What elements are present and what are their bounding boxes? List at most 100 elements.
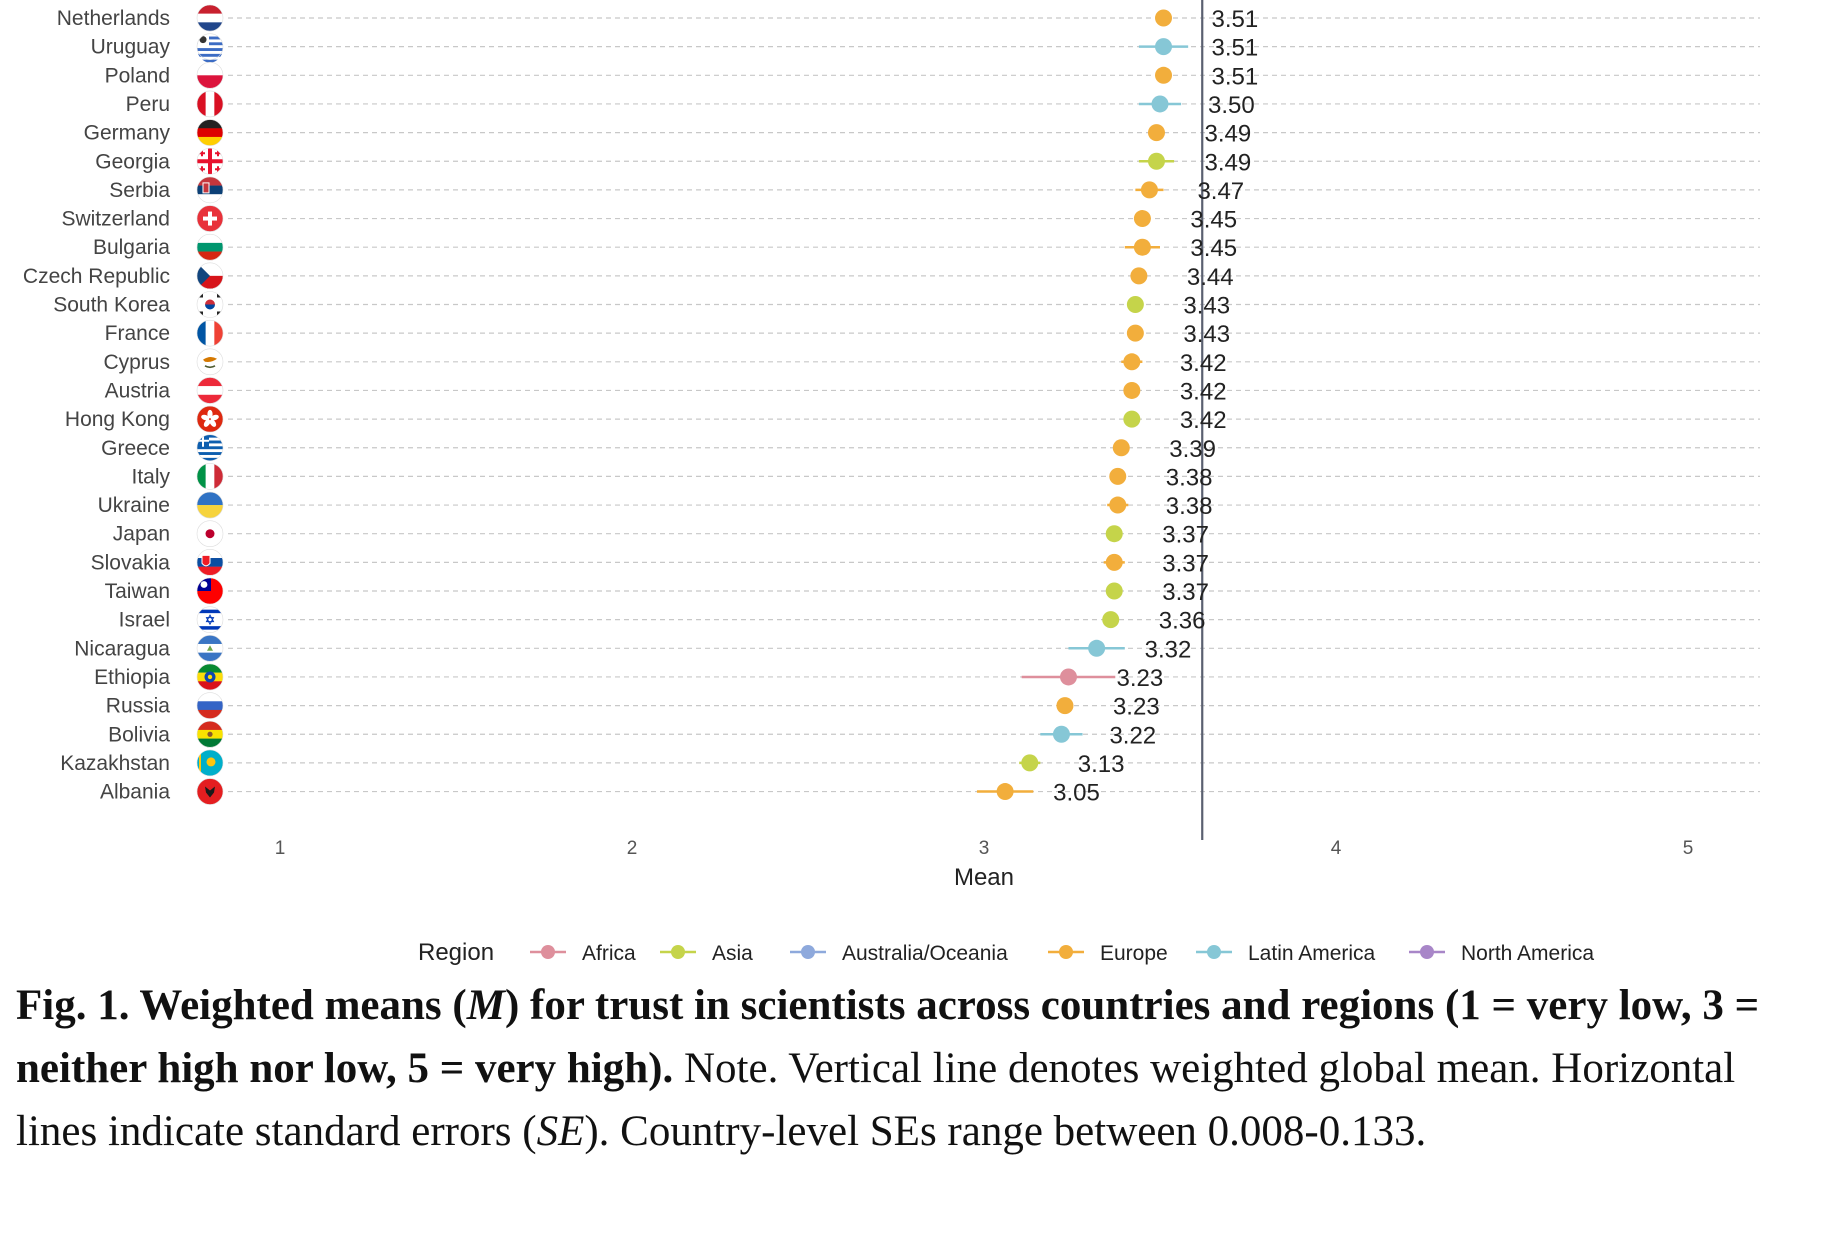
point-bulgaria — [1133, 238, 1151, 256]
point-serbia — [1140, 181, 1158, 199]
country-label-hong-kong: Hong Kong — [65, 408, 170, 431]
point-nicaragua — [1088, 639, 1106, 657]
caption-fig-label: Fig. 1. Weighted means ( — [16, 982, 467, 1029]
point-switzerland — [1133, 210, 1151, 228]
value-label-ethiopia: 3.23 — [1116, 665, 1163, 692]
dot-plot-chart: Netherlands Uruguay Poland Peru Germany Georg… — [23, 0, 1760, 966]
value-label-nicaragua: 3.32 — [1145, 636, 1192, 663]
value-label-taiwan: 3.37 — [1162, 579, 1209, 606]
south-korea-flag-icon — [196, 291, 224, 318]
country-label-switzerland: Switzerland — [61, 208, 170, 231]
x-tick-4: 4 — [1331, 838, 1342, 859]
georgia-flag-icon — [196, 147, 224, 175]
netherlands-flag-icon — [196, 4, 224, 32]
country-label-ukraine: Ukraine — [98, 494, 170, 517]
point-ukraine — [1109, 496, 1127, 514]
caption-m-symbol: M — [466, 982, 505, 1029]
legend-label-africa: Africa — [582, 942, 636, 965]
point-taiwan — [1105, 582, 1123, 600]
uruguay-flag-icon — [196, 33, 224, 63]
ukraine-flag-icon — [196, 491, 224, 519]
value-label-slovakia: 3.37 — [1162, 550, 1209, 577]
bulgaria-flag-icon — [196, 233, 224, 261]
grid-lines — [228, 17, 1760, 793]
value-label-poland: 3.51 — [1212, 63, 1259, 90]
figure-caption: Fig. 1. Weighted means (M) for trust in … — [16, 974, 1816, 1163]
value-label-uruguay: 3.51 — [1212, 35, 1259, 62]
france-flag-icon — [196, 319, 224, 347]
point-uruguay — [1155, 38, 1173, 56]
country-label-nicaragua: Nicaragua — [74, 637, 170, 660]
country-label-slovakia: Slovakia — [91, 551, 171, 574]
value-label-israel: 3.36 — [1159, 608, 1206, 635]
slovakia-flag-icon — [196, 549, 224, 576]
ethiopia-flag-icon — [196, 663, 224, 691]
albania-flag-icon — [196, 778, 224, 805]
value-label-peru: 3.50 — [1208, 92, 1255, 119]
cyprus-flag-icon — [196, 348, 224, 376]
point-kazakhstan — [1021, 754, 1039, 772]
caption-note-prefix: Note. Vertical line denotes weighted glo… — [16, 1045, 1736, 1155]
legend-key-north-america — [1409, 945, 1445, 959]
point-czech-republic — [1130, 267, 1148, 285]
value-label-japan: 3.37 — [1162, 522, 1209, 549]
country-label-peru: Peru — [126, 93, 170, 116]
value-label-czech-republic: 3.44 — [1187, 264, 1234, 291]
country-label-ethiopia: Ethiopia — [94, 666, 170, 689]
value-label-ukraine: 3.38 — [1166, 493, 1213, 520]
germany-flag-icon — [196, 119, 224, 146]
kazakhstan-flag-icon — [196, 749, 224, 777]
russia-flag-icon — [196, 692, 224, 719]
data-points — [996, 9, 1173, 801]
country-label-france: France — [105, 322, 170, 345]
austria-flag-icon — [196, 377, 224, 404]
czech-republic-flag-icon — [196, 262, 224, 290]
x-axis: Mean 1 2 3 4 5 — [275, 838, 1694, 891]
country-label-kazakhstan: Kazakhstan — [60, 752, 170, 775]
country-label-taiwan: Taiwan — [105, 580, 170, 603]
value-label-switzerland: 3.45 — [1190, 207, 1237, 234]
value-label-albania: 3.05 — [1053, 780, 1100, 807]
value-label-germany: 3.49 — [1204, 121, 1251, 148]
country-label-cyprus: Cyprus — [103, 351, 170, 374]
value-label-cyprus: 3.42 — [1180, 350, 1227, 377]
legend-key-asia — [660, 945, 696, 959]
country-label-austria: Austria — [105, 379, 171, 402]
legend-key-australia-oceania — [790, 945, 826, 959]
taiwan-flag-icon — [196, 577, 224, 605]
country-label-bolivia: Bolivia — [108, 723, 170, 746]
point-greece — [1112, 439, 1130, 457]
value-labels: 3.513.513.513.503.493.493.473.453.453.44… — [1053, 6, 1258, 807]
point-ethiopia — [1059, 668, 1077, 686]
value-label-austria: 3.42 — [1180, 378, 1227, 405]
value-label-serbia: 3.47 — [1197, 178, 1244, 205]
value-label-hong-kong: 3.42 — [1180, 407, 1227, 434]
value-label-bulgaria: 3.45 — [1190, 235, 1237, 262]
value-label-netherlands: 3.51 — [1212, 6, 1259, 33]
point-japan — [1105, 525, 1123, 543]
point-bolivia — [1052, 725, 1070, 743]
x-axis-title: Mean — [954, 864, 1014, 891]
country-label-south-korea: South Korea — [53, 294, 170, 317]
country-label-albania: Albania — [100, 781, 170, 804]
serbia-flag-icon — [196, 176, 224, 204]
point-peru — [1151, 95, 1169, 113]
peru-flag-icon — [196, 90, 224, 118]
point-hong-kong — [1123, 410, 1141, 428]
point-georgia — [1147, 152, 1165, 170]
country-label-georgia: Georgia — [95, 150, 170, 173]
value-label-france: 3.43 — [1183, 321, 1230, 348]
value-label-greece: 3.39 — [1169, 436, 1216, 463]
legend-label-north-america: North America — [1461, 942, 1594, 965]
x-tick-5: 5 — [1683, 838, 1694, 859]
israel-flag-icon — [196, 606, 224, 633]
country-label-bulgaria: Bulgaria — [93, 236, 170, 259]
legend-key-africa — [530, 945, 566, 959]
country-label-netherlands: Netherlands — [57, 7, 170, 30]
country-labels: Netherlands Uruguay Poland Peru Germany Georg… — [23, 7, 171, 804]
japan-flag-icon — [196, 520, 224, 548]
point-cyprus — [1123, 353, 1141, 371]
country-label-czech-republic: Czech Republic — [23, 265, 170, 288]
greece-flag-icon — [196, 434, 224, 462]
legend-label-europe: Europe — [1100, 942, 1168, 965]
